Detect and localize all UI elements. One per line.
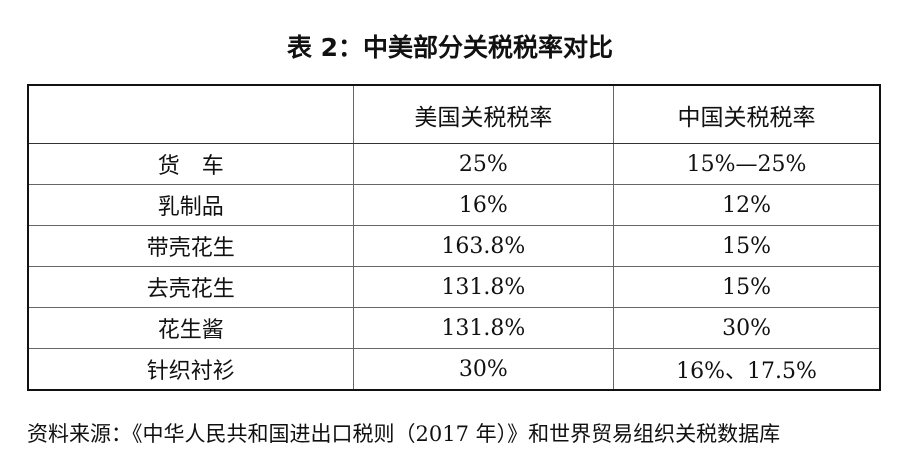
table-row: 花生酱 131.8% 30%	[27, 307, 881, 349]
product-cell: 乳制品	[27, 184, 354, 226]
cn-rate-cell: 15%	[613, 266, 881, 308]
header-cell: 中国关税税率	[613, 84, 881, 144]
table-header-row: 美国关税税率 中国关税税率	[27, 84, 881, 144]
tariff-comparison-table: 美国关税税率 中国关税税率 货 车 25% 15%—25% 乳制品 16% 12…	[27, 84, 881, 391]
us-rate-cell: 25%	[352, 143, 615, 185]
us-rate-cell: 30%	[352, 348, 615, 391]
table-title: 表 2：中美部分关税税率对比	[286, 33, 614, 62]
us-rate-cell: 163.8%	[352, 225, 615, 267]
us-rate-cell: 131.8%	[352, 307, 615, 349]
us-rate-cell: 16%	[352, 184, 615, 226]
header-cell	[27, 84, 354, 144]
table-row: 乳制品 16% 12%	[27, 184, 881, 226]
cn-rate-cell: 15%	[613, 225, 881, 267]
product-cell: 花生酱	[27, 307, 354, 349]
product-cell: 去壳花生	[27, 266, 354, 308]
cn-rate-cell: 16%、17.5%	[613, 348, 881, 391]
us-rate-cell: 131.8%	[352, 266, 615, 308]
header-cell: 美国关税税率	[352, 84, 615, 144]
table-row: 针织衬衫 30% 16%、17.5%	[27, 348, 881, 391]
table-row: 去壳花生 131.8% 15%	[27, 266, 881, 308]
product-cell: 针织衬衫	[27, 348, 354, 391]
table-row: 货 车 25% 15%—25%	[27, 143, 881, 185]
cn-rate-cell: 12%	[613, 184, 881, 226]
product-cell: 带壳花生	[27, 225, 354, 267]
product-cell: 货 车	[27, 143, 354, 185]
cn-rate-cell: 30%	[613, 307, 881, 349]
source-note: 资料来源：《中华人民共和国进出口税则（2017 年）》和世界贸易组织关税数据库	[27, 422, 781, 446]
table-row: 带壳花生 163.8% 15%	[27, 225, 881, 267]
cn-rate-cell: 15%—25%	[613, 143, 881, 185]
